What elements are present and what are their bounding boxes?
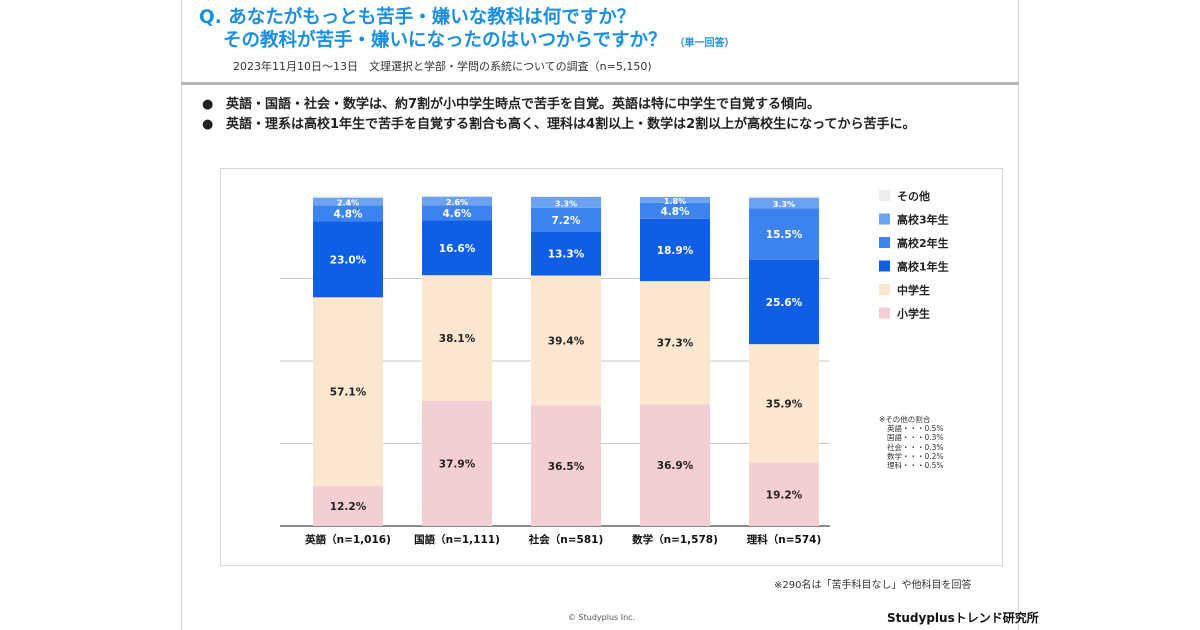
legend-swatch [879,284,890,295]
other-note-line: 理科・・・0.5% [887,461,944,471]
survey-info: 2023年11月10日～13日 文理選択と学部・学問の系統についての調査（n=5… [233,60,652,73]
legend-label: 中学生 [897,283,930,297]
category-label: 社会（n=581) [528,533,604,546]
data-label: 37.3% [657,338,694,350]
legend-swatch [879,260,890,272]
question-title: Q. あなたがもっとも苦手・嫌いな教科は何ですか？ その教科が苦手・嫌いになった… [199,6,734,55]
bar-segment [531,196,601,197]
bar-segment [640,281,710,405]
other-share-note: ※その他の割合 英語・・・0.5% 国語・・・0.3% 社会・・・0.3% 数学… [879,415,944,470]
bar-segment [313,221,383,298]
copyright: © Studyplus Inc. [568,613,636,622]
data-label: 4.8% [333,208,363,220]
bar-segment [313,297,383,486]
other-note-line: 社会・・・0.3% [887,442,944,452]
summary-bullet-1: ● 英語・国語・社会・数学は、約7割が小中学生時点で苦手を自覚。英語は特に中学生で… [202,95,916,115]
summary-bullet-2-text: 英語・理系は高校1年生で苦手を自覚する割合も高く、理科は4割以上・数学は2割以上… [226,117,916,132]
bar-segment [749,196,819,198]
bullet-dot-icon: ● [202,97,214,112]
data-label: 19.2% [766,489,803,501]
bar-segment [749,462,819,526]
bar-segment [531,275,601,406]
category-label: 英語（n=1,016) [304,533,391,546]
legend-label: 高校3年生 [897,213,949,227]
bar-segment [531,231,601,276]
data-label: 18.9% [657,245,694,257]
bar-segment [422,195,492,197]
data-label: 2.4% [337,199,359,208]
header-divider [181,82,1019,85]
data-label: 3.3% [773,200,795,209]
question-title-line2: その教科が苦手・嫌いになったのはいつからですか？ （単一回答） [199,29,734,55]
data-label: 25.6% [766,297,803,309]
data-label: 1.8% [664,197,686,206]
bar-segment [422,196,492,206]
category-label: 数学（n=1,578) [631,533,718,546]
other-note-line: 国語・・・0.3% [887,433,944,443]
data-label: 39.4% [548,336,585,348]
data-label: 4.8% [660,206,690,218]
summary-bullet-1-text: 英語・国語・社会・数学は、約7割が小中学生時点で苦手を自覚。英語は特に中学生で自… [226,97,821,112]
other-note-line: 英語・・・0.5% [887,424,944,434]
bar-segment [531,196,601,208]
legend-swatch [879,307,890,319]
bar-segment [422,205,492,221]
bar-segment [640,196,710,203]
summary-bullets: ● 英語・国語・社会・数学は、約7割が小中学生時点で苦手を自覚。英語は特に中学生で… [202,95,916,135]
question-title-line2-text: その教科が苦手・嫌いになったのはいつからですか？ [223,30,667,51]
data-label: 35.9% [766,398,803,410]
bar-segment [313,196,383,198]
bar-segment [313,205,383,222]
bar-segment [749,259,819,345]
data-label: 23.0% [330,254,367,266]
data-label: 36.5% [548,461,585,473]
summary-bullet-2: ● 英語・理系は高校1年生で苦手を自覚する割合も高く、理科は4割以上・数学は2割以… [202,115,916,135]
bar-segment [749,197,819,209]
legend-swatch [879,237,890,248]
data-label: 36.9% [657,460,694,472]
bar-segment [640,202,710,219]
data-label: 57.1% [330,387,367,399]
data-label: 4.6% [442,208,472,220]
category-label: 国語（n=1,111) [414,533,500,546]
legend-swatch [879,213,890,225]
bar-segment [640,218,710,282]
question-title-line1: Q. あなたがもっとも苦手・嫌いな教科は何ですか？ [199,7,636,28]
data-label: 7.2% [551,215,581,227]
answer-type-note: （単一回答） [674,38,735,49]
bar-segment [313,197,383,206]
data-label: 16.6% [439,243,476,255]
footnote: ※290名は「苦手科目なし」や他科目を回答 [774,580,972,591]
data-label: 38.1% [439,333,476,345]
data-label: 3.3% [555,199,577,208]
brand-logo-text: Studyplusトレンド研究所 [887,611,1039,625]
legend-label: 高校2年生 [897,236,949,250]
bar-segment [422,275,492,401]
data-label: 15.5% [766,229,803,241]
bar-segment [640,404,710,526]
data-label: 37.9% [439,458,476,470]
data-label: 13.3% [548,249,585,261]
category-label: 理科（n=574) [747,533,822,546]
bar-segment [422,400,492,526]
bar-segment [422,220,492,276]
bar-segment [531,207,601,232]
legend-label: 高校1年生 [897,260,949,274]
data-label: 12.2% [330,501,367,513]
bar-segment [749,344,819,463]
bar-segment [640,196,710,197]
data-label: 2.6% [446,198,468,207]
other-note-heading: ※その他の割合 [879,415,931,424]
legend-label: 小学生 [896,307,930,321]
bullet-dot-icon: ● [202,117,214,132]
bar-segment [749,208,819,260]
legend-label: その他 [897,189,930,203]
bar-segment [313,485,383,526]
other-note-line: 数学・・・0.2% [887,451,944,461]
bar-segment [531,405,601,526]
legend-swatch [879,190,890,201]
